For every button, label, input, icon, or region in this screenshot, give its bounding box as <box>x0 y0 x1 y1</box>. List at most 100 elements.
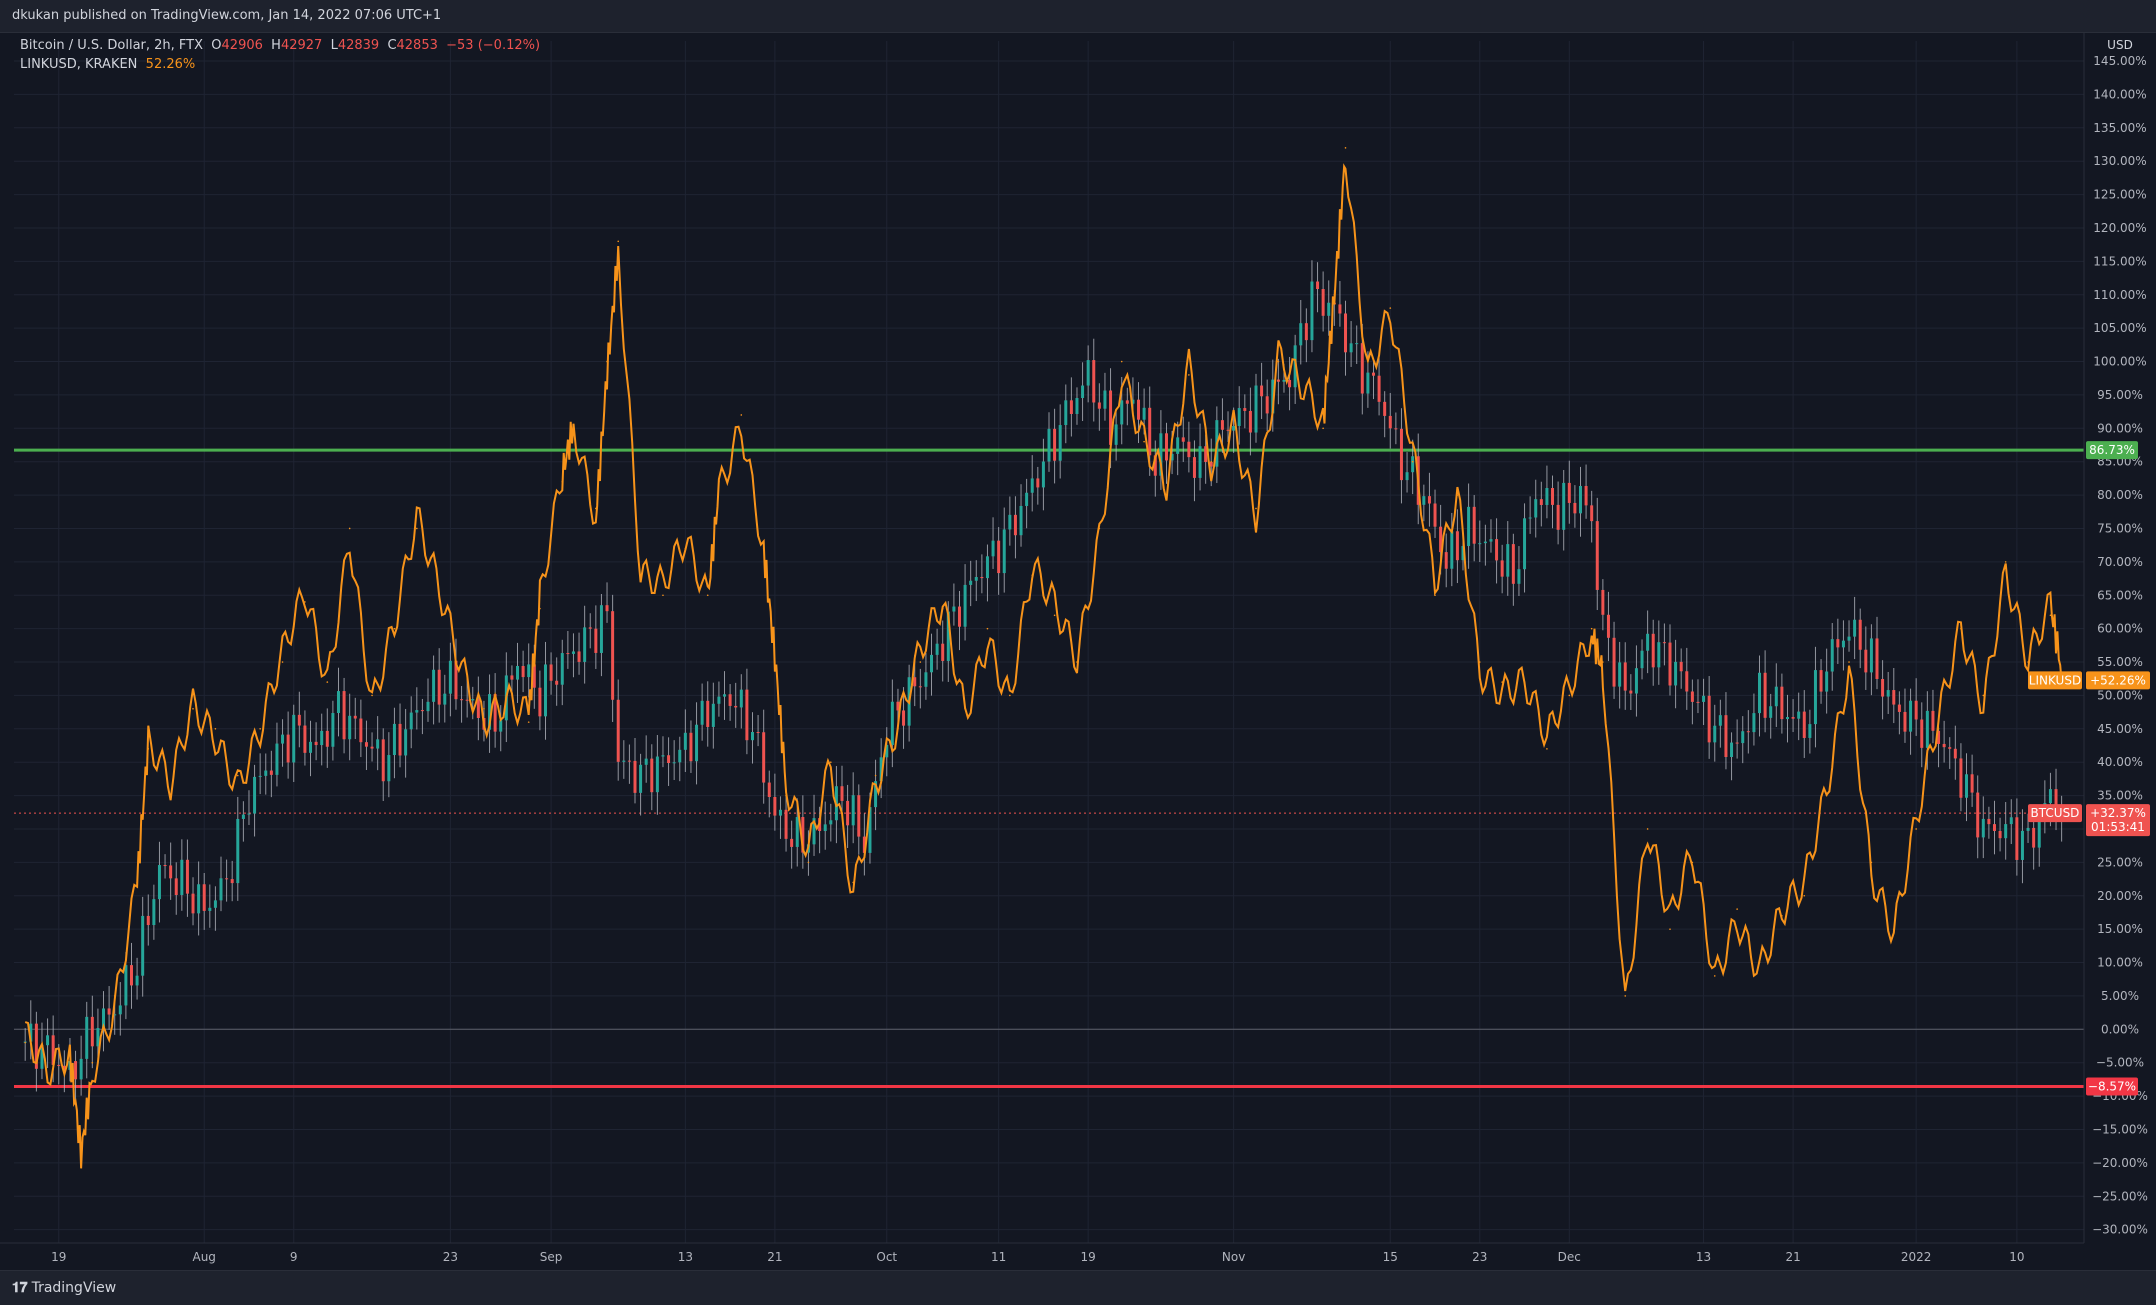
price-axis[interactable]: USD 145.00% 140.00% 135.00% 130.00% 125.00% 12… <box>2083 33 2156 1269</box>
btc-candle-body <box>1002 529 1006 574</box>
btc-candle-body <box>2048 789 2052 804</box>
linkusd-point <box>1915 828 1917 830</box>
y-tick-label: 25.00% <box>2097 855 2143 869</box>
btc-candle-body <box>1478 543 1482 545</box>
linkusd-point <box>91 1061 94 1064</box>
btc-candle-body <box>829 820 833 825</box>
btc-candle-body <box>1383 401 1387 416</box>
series-tag: LINKUSD <box>2029 673 2081 687</box>
btc-candle-body <box>862 836 866 853</box>
btc-candle-body <box>795 817 799 847</box>
btc-candle-body <box>723 694 727 697</box>
btc-candle-body <box>1198 446 1202 478</box>
btc-candle-body <box>1674 661 1678 686</box>
btc-candle-body <box>2054 789 2058 820</box>
linkusd-point <box>192 707 194 710</box>
tv-logo-icon: 𝟏𝟕 <box>12 1280 28 1296</box>
btc-candle-body <box>1483 541 1487 544</box>
btc-candle-body <box>588 627 592 629</box>
btc-candle-body <box>1657 642 1661 668</box>
btc-candle-body <box>1310 281 1314 341</box>
btc-candle-body <box>1528 517 1532 519</box>
linkusd-point <box>1960 627 1962 630</box>
linkusd-point <box>706 594 709 597</box>
btc-candle-body <box>650 758 654 793</box>
main-symbol[interactable]: Bitcoin / U.S. Dollar, 2h, FTX <box>20 38 204 53</box>
linkusd-point <box>304 601 306 603</box>
btc-candle-body <box>1534 499 1538 518</box>
btc-candle-body <box>180 859 184 895</box>
btc-candle-body <box>331 713 335 747</box>
linkusd-point <box>1389 307 1392 309</box>
btc-candle-body <box>197 884 201 914</box>
linkusd-point <box>527 721 530 723</box>
btc-candle-body <box>1702 695 1706 702</box>
btc-candle-body <box>857 795 861 837</box>
btc-candle-body <box>107 1008 111 1015</box>
y-tick-label: 15.00% <box>2097 922 2143 936</box>
btc-candle-body <box>96 1028 100 1047</box>
chart-svg[interactable]: USD145.00%140.00%135.00%130.00%125.00%12… <box>0 33 2156 1269</box>
btc-candle-body <box>1897 704 1901 712</box>
btc-candle-body <box>1243 408 1247 411</box>
chart-area[interactable]: USD 145.00% 140.00% 135.00% 130.00% 125.00% 12… <box>0 33 2156 1269</box>
btc-candle-body <box>1618 662 1622 687</box>
btc-candle-body <box>1192 457 1196 478</box>
time-axis[interactable]: 19 Aug 9 23 Sep 13 21 Oct 11 19 Nov 15 23 Dec 13 21 2022… <box>0 1242 2084 1264</box>
linkusd-point <box>1120 360 1123 363</box>
linkusd-point <box>1009 694 1011 697</box>
btc-candle-body <box>566 653 570 655</box>
btc-candle-body <box>1920 719 1924 748</box>
btc-candle-body <box>521 665 525 678</box>
btc-candle-body <box>1735 742 1739 744</box>
btc-candle-body <box>1394 428 1398 430</box>
btc-candle-body <box>146 915 150 926</box>
btc-candle-body <box>40 1045 44 1069</box>
btc-candle-body <box>129 965 133 986</box>
btc-candle-body <box>1847 636 1851 641</box>
btc-candle-body <box>946 611 950 661</box>
btc-candle-body <box>448 660 452 694</box>
btc-candle-body <box>169 865 173 879</box>
linkusd-point <box>113 995 116 997</box>
linkusd-point <box>1434 594 1436 597</box>
price-axis-bg <box>2084 33 2156 1269</box>
btc-candle-body <box>605 605 609 612</box>
btc-candle-body <box>790 838 794 847</box>
compare-symbol[interactable]: LINKUSD, KRAKEN <box>20 57 138 72</box>
y-tick-label: 90.00% <box>2097 421 2143 435</box>
btc-candle-body <box>79 1058 83 1080</box>
x-tick-label: 13 <box>1696 1250 1711 1264</box>
btc-candle-body <box>980 577 984 579</box>
x-tick-label: 2022 <box>1901 1250 1932 1264</box>
btc-candle-body <box>924 672 928 687</box>
y-tick-label: 140.00% <box>2093 87 2146 101</box>
btc-candle-body <box>236 818 240 884</box>
btc-candle-body <box>991 540 995 557</box>
btc-candle-body <box>1455 531 1459 561</box>
btc-candle-body <box>1517 569 1521 584</box>
btc-candle-body <box>336 691 340 714</box>
btc-candle-body <box>376 739 380 749</box>
btc-candle-body <box>247 813 251 815</box>
btc-candle-body <box>163 865 167 867</box>
btc-candle-body <box>174 878 178 895</box>
linkusd-point <box>1367 360 1369 363</box>
btc-candle-body <box>532 664 536 688</box>
tradingview-logo[interactable]: 𝟏𝟕 TradingView <box>12 1280 116 1296</box>
bar-countdown: 01:53:41 <box>2091 820 2145 834</box>
btc-candle-body <box>57 1064 61 1066</box>
btc-candle-body <box>2015 817 2019 860</box>
btc-candle-body <box>1276 379 1280 382</box>
btc-candle-body <box>1271 379 1275 414</box>
linkusd-point <box>326 681 329 683</box>
linkusd-point <box>1478 661 1481 663</box>
btc-candle-body <box>1730 742 1734 757</box>
btc-candle-body <box>1176 437 1180 454</box>
linkusd-point <box>662 594 664 597</box>
btc-candle-body <box>1634 668 1638 694</box>
y-tick-label: 125.00% <box>2093 188 2146 202</box>
linkusd-point <box>1691 861 1694 864</box>
y-tick-label: 50.00% <box>2097 688 2143 702</box>
btc-candle-body <box>1864 649 1868 673</box>
